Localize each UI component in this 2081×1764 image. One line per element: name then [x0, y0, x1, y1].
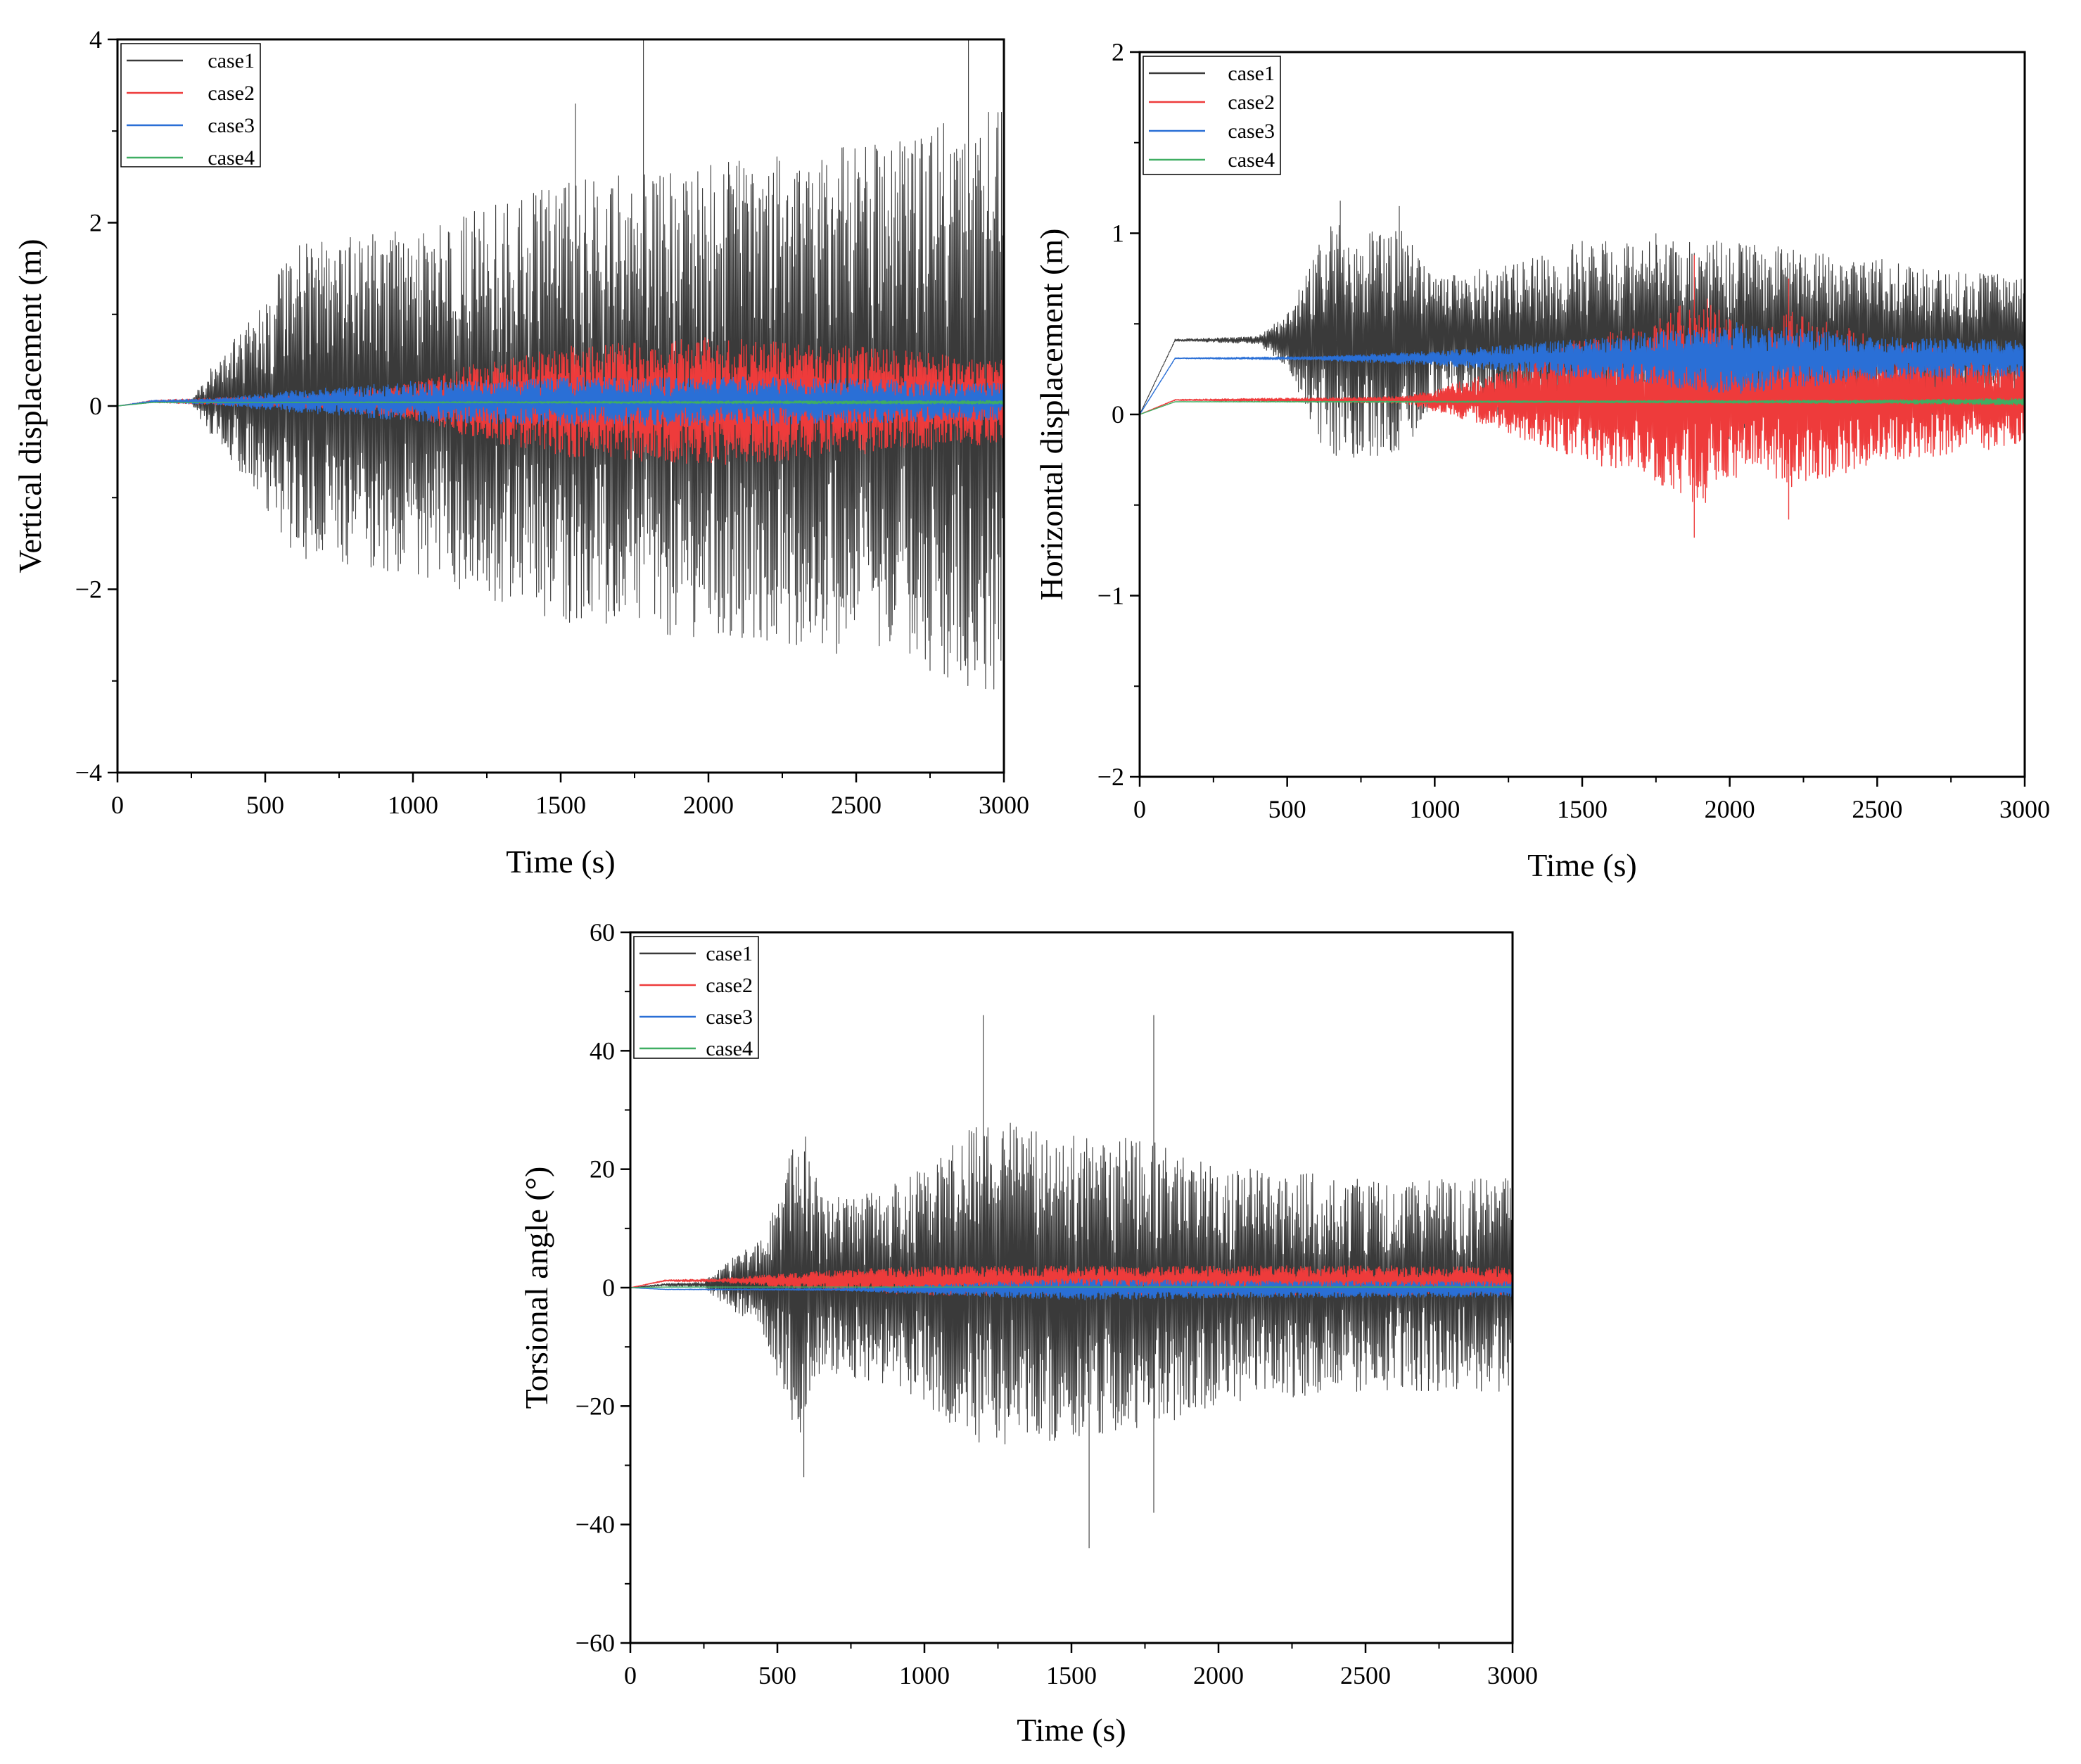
y-tick-label: 0: [1112, 400, 1124, 429]
chart-vertical: 0 500 1000 1500 2000 2500 3000 −4 −2 0 2 4 Time (s) V…: [12, 25, 1029, 880]
plot-area-torsional: [630, 1015, 1513, 1549]
x-tick-label: 0: [111, 791, 124, 819]
y-tick-label: −1: [1097, 582, 1124, 610]
y-tick-label: −20: [575, 1392, 615, 1420]
legend-label-case1: case1: [208, 49, 255, 72]
x-tick-label: 0: [1133, 795, 1146, 823]
legend-label-case3: case3: [1228, 120, 1275, 143]
y-tick-label: 1: [1112, 220, 1124, 248]
y-tick-label: −2: [75, 576, 102, 604]
series-case1: [117, 39, 1004, 690]
y-tick-label: 2: [89, 209, 102, 237]
legend-label-case3: case3: [208, 114, 255, 137]
y-tick-label: −2: [1097, 763, 1124, 791]
legend-label-case4: case4: [1228, 148, 1275, 172]
plot-area-vertical: [117, 39, 1004, 690]
y-tick-label: 0: [602, 1274, 615, 1302]
series-case4: [1140, 398, 2025, 415]
legend-box: [1143, 56, 1281, 175]
x-tick-label: 500: [246, 791, 284, 819]
y-tick-label: −4: [75, 759, 102, 787]
plot-area-horizontal: [1140, 201, 2025, 538]
x-tick-label: 3000: [1999, 795, 2050, 823]
legend-label-case2: case2: [706, 974, 753, 997]
x-axis-title: Time (s): [506, 844, 616, 880]
x-tick-label: 3000: [979, 791, 1029, 819]
legend-label-case2: case2: [208, 82, 255, 105]
series-case4: [630, 1286, 1513, 1288]
legend: case1 case2 case3 case4: [120, 43, 261, 170]
x-tick-label: 1500: [1557, 795, 1608, 823]
y-tick-label: 40: [590, 1036, 615, 1065]
x-tick-label: 3000: [1487, 1661, 1538, 1689]
x-tick-label: 2500: [1852, 795, 1902, 823]
legend-label-case1: case1: [706, 942, 753, 965]
series-case1: [1140, 201, 2025, 458]
y-tick-label: −60: [575, 1629, 615, 1657]
x-tick-label: 1000: [899, 1661, 950, 1689]
y-tick-label: −40: [575, 1511, 615, 1539]
chart-torsional: 0 500 1000 1500 2000 2500 3000 −60 −40 −20 0 20 40 60…: [518, 918, 1538, 1748]
chart-horizontal: 0 500 1000 1500 2000 2500 3000 −2 −1 0 1 2 Time (s) H…: [1033, 38, 2050, 883]
series-case1: [630, 1015, 1513, 1549]
x-tick-label: 1500: [535, 791, 586, 819]
legend-label-case2: case2: [1228, 91, 1275, 114]
legend-label-case4: case4: [706, 1037, 753, 1060]
y-tick-label: 2: [1112, 38, 1124, 66]
x-tick-label: 2500: [831, 791, 882, 819]
legend: case1 case2 case3 case4: [1143, 56, 1281, 175]
x-tick-label: 2500: [1340, 1661, 1391, 1689]
y-axis-title: Torsional angle (°): [518, 1167, 554, 1409]
x-tick-label: 500: [1268, 795, 1306, 823]
x-tick-label: 2000: [683, 791, 734, 819]
x-tick-label: 2000: [1193, 1661, 1244, 1689]
legend-label-case1: case1: [1228, 62, 1275, 85]
series-case2: [630, 1265, 1513, 1296]
series-case3: [630, 1278, 1513, 1301]
x-tick-label: 1000: [388, 791, 438, 819]
series-case3: [117, 376, 1004, 427]
x-axis-title: Time (s): [1017, 1712, 1126, 1748]
legend-box: [633, 936, 759, 1059]
series-case3: [1140, 322, 2025, 415]
series-case4: [117, 400, 1004, 407]
y-tick-label: 60: [590, 918, 615, 946]
legend-label-case3: case3: [706, 1005, 753, 1029]
y-tick-label: 4: [89, 25, 102, 53]
y-axis-title: Vertical displacement (m): [12, 239, 48, 573]
x-tick-label: 1000: [1409, 795, 1460, 823]
y-tick-label: 0: [89, 392, 102, 420]
x-tick-label: 0: [624, 1661, 637, 1689]
legend: case1 case2 case3 case4: [633, 936, 759, 1060]
legend-box: [120, 43, 261, 167]
y-axis-title: Horizontal displacement (m): [1033, 229, 1069, 601]
y-tick-label: 20: [590, 1155, 615, 1184]
x-tick-label: 500: [758, 1661, 796, 1689]
x-axis-title: Time (s): [1527, 847, 1637, 883]
legend-label-case4: case4: [208, 146, 255, 170]
x-tick-label: 2000: [1705, 795, 1755, 823]
x-tick-label: 1500: [1046, 1661, 1097, 1689]
